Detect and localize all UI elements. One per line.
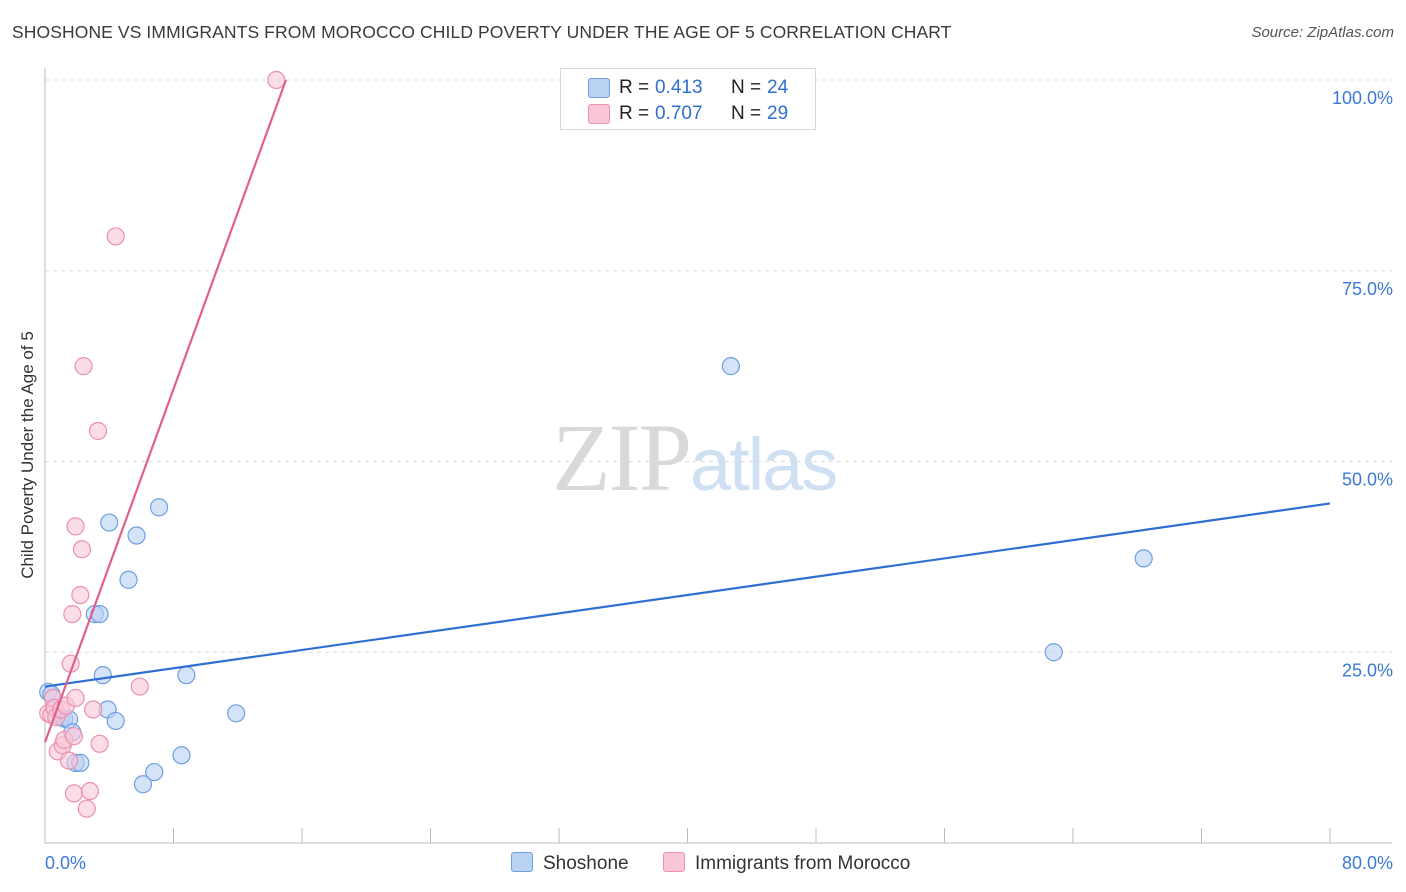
morocco-point [74, 357, 93, 376]
x-tick-label: 0.0% [45, 853, 86, 873]
series-swatch-morocco [663, 852, 685, 872]
series-legend-shoshone[interactable]: Shoshone [511, 852, 629, 875]
x-tick-label: 80.0% [1342, 853, 1393, 873]
morocco-trend-line [43, 79, 287, 743]
shoshone-point [93, 666, 112, 685]
trend-layer [43, 79, 1331, 743]
legend-swatch-morocco [588, 104, 610, 124]
y-tick-label: 50.0% [1342, 470, 1393, 490]
shoshone-point [1134, 549, 1153, 568]
series-swatch-shoshone [511, 852, 533, 872]
watermark-atlas: atlas [690, 423, 838, 506]
shoshone-point [119, 570, 138, 589]
legend-r-label: R = [619, 103, 650, 124]
morocco-point [71, 585, 90, 605]
shoshone-point [133, 775, 153, 794]
morocco-point [64, 727, 84, 746]
legend-row-shoshone: R = 0.413 N = 24 [561, 75, 815, 101]
shoshone-point [106, 711, 125, 731]
morocco-point [63, 604, 82, 624]
watermark-zip: ZIP [552, 404, 692, 511]
legend-n-label: N = [731, 77, 762, 98]
morocco-point [59, 751, 79, 770]
morocco-point [66, 688, 85, 708]
morocco-point [77, 799, 96, 818]
morocco-point [66, 517, 85, 536]
legend-r-value: 0.413 [655, 77, 703, 98]
morocco-point [106, 227, 125, 246]
shoshone-trend-line [44, 502, 1331, 688]
grid-layer [45, 79, 1392, 653]
morocco-point [130, 677, 149, 696]
series-legend-morocco[interactable]: Immigrants from Morocco [663, 852, 910, 875]
y-tick-label: 75.0% [1342, 279, 1393, 299]
legend-n-value: 24 [767, 77, 789, 98]
y-tick-label: 25.0% [1342, 660, 1393, 680]
morocco-point [84, 700, 103, 719]
series-legend-label: Shoshone [543, 853, 629, 874]
shoshone-point [177, 666, 196, 685]
morocco-point [72, 540, 92, 559]
y-tick-label: 100.0% [1332, 88, 1393, 108]
legend-r-label: R = [619, 77, 650, 98]
correlation-legend: R = 0.413 N = 24 R = 0.707 N = 29 [560, 68, 816, 130]
shoshone-point [127, 526, 146, 545]
points-layer [39, 70, 1153, 818]
legend-swatch-shoshone [588, 78, 610, 98]
shoshone-point [1044, 643, 1063, 662]
legend-row-morocco: R = 0.707 N = 29 [561, 101, 815, 127]
watermark: ZIPatlas [552, 402, 838, 513]
shoshone-point [172, 746, 191, 765]
morocco-point [64, 784, 84, 803]
legend-n-value: 29 [767, 103, 789, 124]
series-legend-label: Immigrants from Morocco [695, 853, 911, 874]
shoshone-point [721, 357, 740, 376]
tick-label-layer: 25.0% 50.0% 75.0% 100.0% 0.0% 80.0% [45, 88, 1393, 873]
morocco-point [90, 734, 109, 753]
shoshone-point [227, 704, 246, 723]
morocco-point [80, 782, 100, 801]
morocco-point [267, 70, 286, 90]
shoshone-point [100, 513, 119, 532]
shoshone-point [149, 498, 169, 517]
legend-n-label: N = [731, 103, 762, 124]
morocco-point [88, 421, 108, 441]
chart-title: SHOSHONE VS IMMIGRANTS FROM MOROCCO CHIL… [12, 22, 952, 42]
shoshone-point [145, 762, 164, 782]
legend-r-value: 0.707 [655, 103, 703, 124]
source-label: Source: ZipAtlas.com [1251, 24, 1394, 41]
